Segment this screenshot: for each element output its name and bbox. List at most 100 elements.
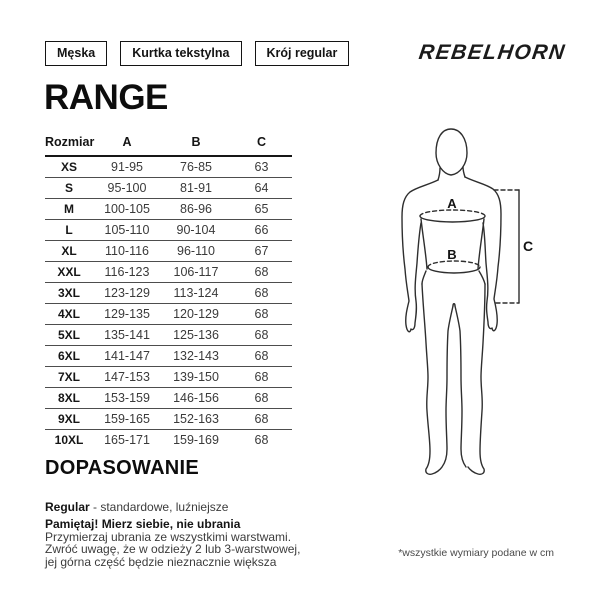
fit-section-title: DOPASOWANIE bbox=[45, 457, 200, 479]
size-table-row: XL 110-116 96-110 67 bbox=[45, 240, 292, 262]
tag-fit[interactable]: Krój regular bbox=[254, 41, 350, 66]
size-cell: M bbox=[64, 202, 74, 216]
size-cell: 6XL bbox=[57, 349, 80, 363]
fit-reminder-headline: Pamiętaj! Mierz siebie, nie ubrania bbox=[45, 517, 241, 531]
size-table-header-row: Rozmiar A B C bbox=[45, 132, 292, 156]
waist-measure-ellipse-front bbox=[427, 266, 481, 274]
figure-left-arm bbox=[401, 179, 439, 333]
measure-c-cell: 64 bbox=[254, 181, 269, 195]
measure-a-cell: 147-153 bbox=[104, 370, 150, 384]
col-header-c: C bbox=[256, 135, 267, 149]
col-header-rozmiar: Rozmiar bbox=[45, 135, 95, 149]
measure-b-cell: 90-104 bbox=[176, 223, 216, 237]
size-table-row: 7XL 147-153 139-150 68 bbox=[45, 366, 292, 388]
measure-a-cell: 159-165 bbox=[104, 412, 150, 426]
measure-c-cell: 68 bbox=[254, 349, 269, 363]
measure-a-cell: 141-147 bbox=[104, 349, 150, 363]
measure-a-cell: 123-129 bbox=[104, 286, 150, 300]
measure-c-cell: 68 bbox=[254, 370, 269, 384]
measure-b-cell: 146-156 bbox=[173, 391, 219, 405]
measure-b-cell: 120-129 bbox=[173, 307, 219, 321]
measure-a-cell: 165-171 bbox=[104, 433, 150, 447]
size-table-row: 3XL 123-129 113-124 68 bbox=[45, 282, 292, 304]
fit-reminder-line-2: Zwróć uwagę, że w odzieży 2 lub 3-warstw… bbox=[45, 542, 301, 557]
size-cell: XS bbox=[60, 160, 77, 174]
measure-a-cell: 153-159 bbox=[104, 391, 150, 405]
body-measurement-diagram: A B C bbox=[380, 113, 560, 483]
measure-b-cell: 113-124 bbox=[173, 286, 219, 300]
fit-type-line: Regular - standardowe, luźniejsze bbox=[45, 501, 375, 514]
units-footnote: *wszystkie wymiary podane w cm bbox=[398, 547, 554, 559]
size-cell: XXL bbox=[57, 265, 81, 279]
size-table-body: XS 91-95 76-85 63 S 95-100 81-91 64 M 10… bbox=[45, 156, 292, 450]
size-cell: S bbox=[64, 181, 73, 195]
measure-b-cell: 96-110 bbox=[177, 244, 215, 258]
measure-c-cell: 68 bbox=[254, 412, 269, 426]
measure-b-cell: 86-96 bbox=[180, 202, 212, 216]
measure-label-b: B bbox=[447, 247, 456, 262]
size-cell: 7XL bbox=[57, 370, 80, 384]
figure-torso-left bbox=[420, 218, 428, 285]
size-table-row: M 100-105 86-96 65 bbox=[45, 198, 292, 220]
size-table-row: XXL 116-123 106-117 68 bbox=[45, 261, 292, 283]
measure-a-cell: 135-141 bbox=[104, 328, 150, 342]
page-title: RANGE bbox=[44, 78, 168, 117]
fit-reminder-line-3: jej górna część będzie nieznacznie więks… bbox=[45, 554, 277, 569]
size-table-row: 4XL 129-135 120-129 68 bbox=[45, 303, 292, 325]
measure-label-c: C bbox=[523, 238, 533, 254]
size-cell: 5XL bbox=[57, 328, 80, 342]
measure-b-cell: 152-163 bbox=[173, 412, 219, 426]
measure-a-cell: 116-123 bbox=[104, 265, 150, 279]
size-table-row: 5XL 135-141 125-136 68 bbox=[45, 324, 292, 346]
measure-c-cell: 68 bbox=[254, 391, 269, 405]
chest-measure-ellipse-back bbox=[419, 209, 486, 217]
fit-reminder: Pamiętaj! Mierz siebie, nie ubrania Przy… bbox=[45, 518, 375, 568]
size-table-row: XS 91-95 76-85 63 bbox=[45, 156, 292, 178]
measure-b-cell: 159-169 bbox=[173, 433, 219, 447]
measure-c-cell: 65 bbox=[254, 202, 269, 216]
measure-c-cell: 68 bbox=[254, 307, 269, 321]
size-cell: 10XL bbox=[54, 433, 84, 447]
measure-c-cell: 66 bbox=[254, 223, 269, 237]
measure-b-cell: 76-85 bbox=[180, 160, 212, 174]
figure-crotch bbox=[452, 303, 456, 307]
fit-reminder-line-1: Przymierzaj ubrania ze wszystkimi warstw… bbox=[45, 529, 292, 544]
sleeve-measure-dashes bbox=[493, 189, 520, 304]
figure-right-arm bbox=[464, 176, 502, 332]
figure-neck bbox=[437, 166, 466, 181]
size-table-row: 8XL 153-159 146-156 68 bbox=[45, 387, 292, 409]
size-table-row: 10XL 165-171 159-169 68 bbox=[45, 429, 292, 451]
figure-right-leg bbox=[454, 283, 486, 475]
size-table-row: L 105-110 90-104 66 bbox=[45, 219, 292, 241]
measure-c-cell: 67 bbox=[254, 244, 269, 258]
measure-b-cell: 106-117 bbox=[173, 265, 219, 279]
tag-gender[interactable]: Męska bbox=[45, 41, 108, 66]
measure-a-cell: 100-105 bbox=[104, 202, 150, 216]
size-cell: 3XL bbox=[57, 286, 80, 300]
brand-logo: REBELHORN bbox=[417, 41, 568, 64]
size-table-row: 6XL 141-147 132-143 68 bbox=[45, 345, 292, 367]
tag-category[interactable]: Kurtka tekstylna bbox=[120, 41, 242, 66]
measure-b-cell: 125-136 bbox=[173, 328, 219, 342]
measure-b-cell: 81-91 bbox=[180, 181, 212, 195]
col-header-a: A bbox=[122, 135, 132, 149]
figure-left-leg bbox=[421, 283, 454, 475]
size-table: Rozmiar A B C XS 91-95 76-85 63 S 95-100… bbox=[45, 132, 292, 450]
measure-a-cell: 95-100 bbox=[107, 181, 147, 195]
product-tags: Męska Kurtka tekstylna Krój regular bbox=[45, 41, 350, 66]
measure-c-cell: 68 bbox=[254, 286, 269, 300]
waist-measure-ellipse-back bbox=[427, 260, 481, 268]
measure-a-cell: 91-95 bbox=[111, 160, 143, 174]
size-cell: 9XL bbox=[57, 412, 80, 426]
measure-a-cell: 110-116 bbox=[104, 244, 150, 258]
size-cell: 8XL bbox=[57, 391, 80, 405]
fit-type-desc: - standardowe, luźniejsze bbox=[89, 500, 229, 514]
measure-a-cell: 129-135 bbox=[104, 307, 150, 321]
measure-c-cell: 68 bbox=[254, 265, 269, 279]
size-cell: L bbox=[65, 223, 73, 237]
measure-c-cell: 68 bbox=[254, 328, 269, 342]
size-cell: 4XL bbox=[57, 307, 80, 321]
measure-b-cell: 132-143 bbox=[173, 349, 219, 363]
size-table-row: S 95-100 81-91 64 bbox=[45, 177, 292, 199]
figure-head bbox=[435, 128, 468, 176]
